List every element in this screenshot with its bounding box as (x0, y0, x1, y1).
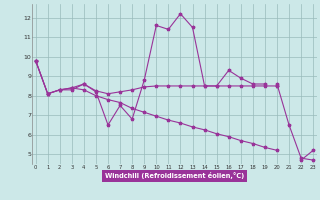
X-axis label: Windchill (Refroidissement éolien,°C): Windchill (Refroidissement éolien,°C) (105, 172, 244, 179)
